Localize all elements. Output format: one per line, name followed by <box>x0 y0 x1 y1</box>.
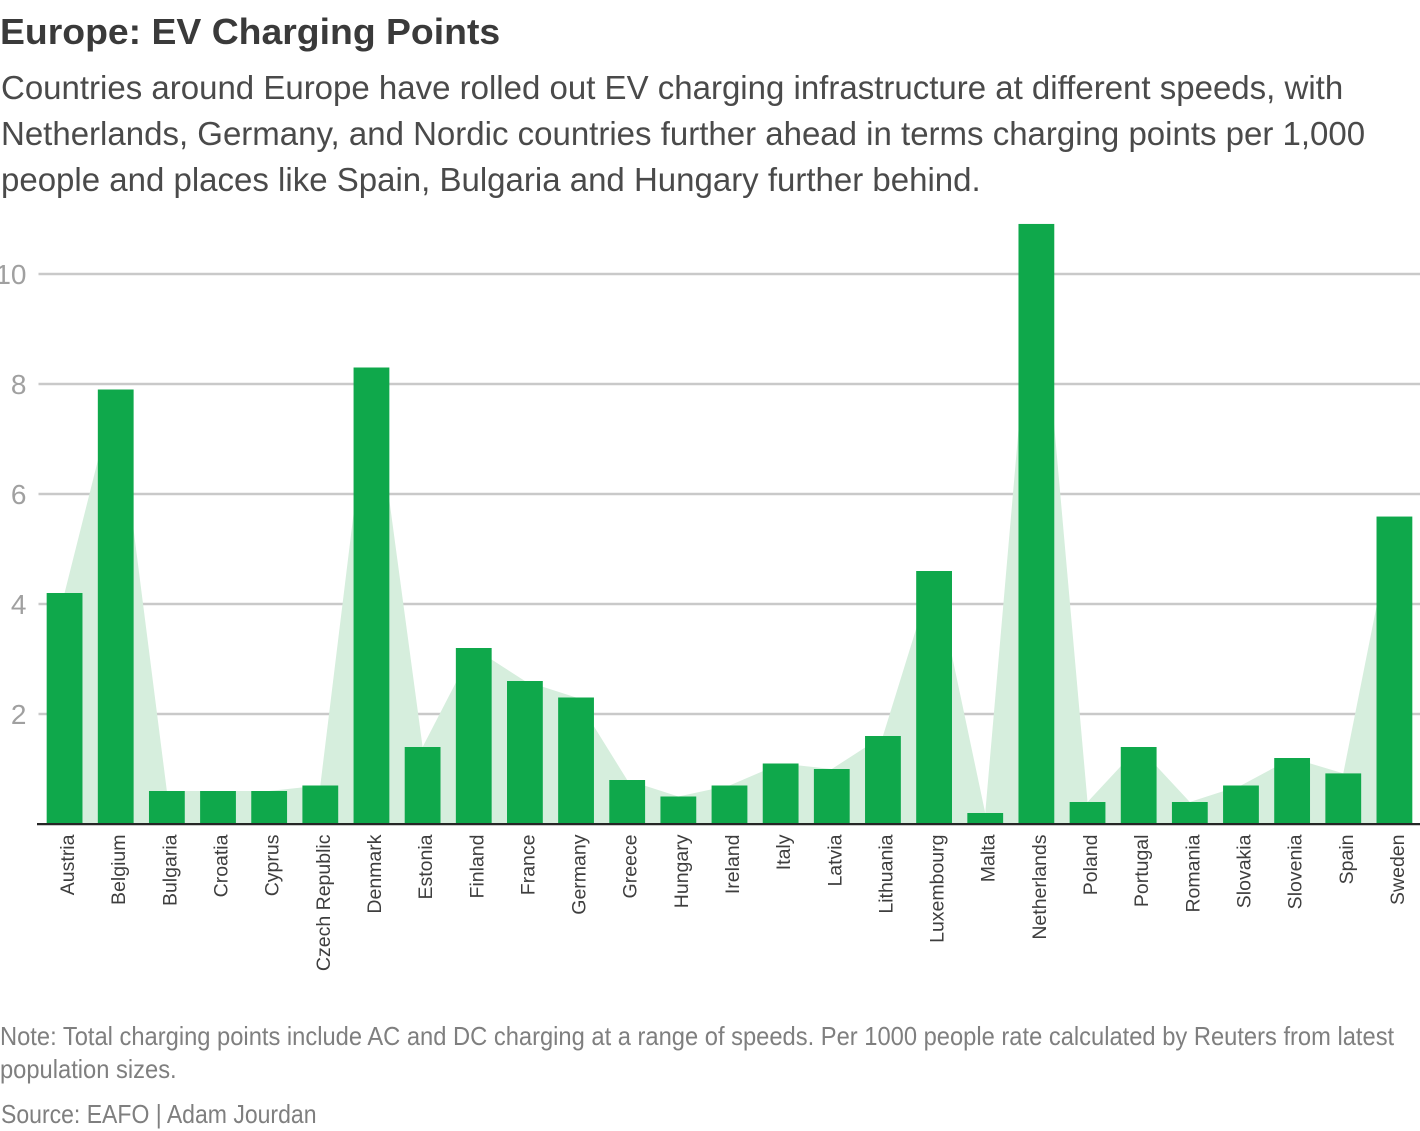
svg-text:Croatia: Croatia <box>211 834 233 897</box>
svg-text:4: 4 <box>11 589 27 620</box>
svg-text:Poland: Poland <box>1080 835 1102 896</box>
svg-text:Bulgaria: Bulgaria <box>159 834 181 906</box>
svg-text:Portugal: Portugal <box>1131 835 1153 908</box>
svg-text:Czech Republic: Czech Republic <box>313 834 335 971</box>
svg-text:Denmark: Denmark <box>364 834 386 913</box>
svg-text:Hungary: Hungary <box>671 834 693 908</box>
svg-text:Malta: Malta <box>978 834 1000 882</box>
svg-text:Estonia: Estonia <box>415 834 437 899</box>
svg-text:Germany: Germany <box>569 834 591 914</box>
svg-text:Spain: Spain <box>1336 835 1358 885</box>
svg-text:Luxembourg: Luxembourg <box>927 835 949 943</box>
svg-text:Romania: Romania <box>1182 834 1204 912</box>
svg-text:Belgium: Belgium <box>108 835 130 905</box>
svg-text:2: 2 <box>11 699 27 730</box>
svg-text:10: 10 <box>0 259 27 290</box>
svg-text:Netherlands: Netherlands <box>1029 834 1051 939</box>
svg-text:France: France <box>517 835 539 896</box>
svg-text:Cyprus: Cyprus <box>262 834 284 896</box>
svg-text:Greece: Greece <box>620 835 642 899</box>
svg-text:Sweden: Sweden <box>1387 835 1409 905</box>
svg-text:Slovakia: Slovakia <box>1233 834 1255 908</box>
svg-text:Slovenia: Slovenia <box>1285 834 1307 909</box>
svg-text:Ireland: Ireland <box>722 835 744 895</box>
svg-text:Austria: Austria <box>57 834 79 895</box>
svg-text:Italy: Italy <box>773 834 795 870</box>
svg-text:Finland: Finland <box>466 835 488 899</box>
svg-text:Lithuania: Lithuania <box>875 834 897 913</box>
svg-text:6: 6 <box>11 479 27 510</box>
svg-text:Latvia: Latvia <box>824 834 846 886</box>
svg-text:8: 8 <box>11 369 27 400</box>
